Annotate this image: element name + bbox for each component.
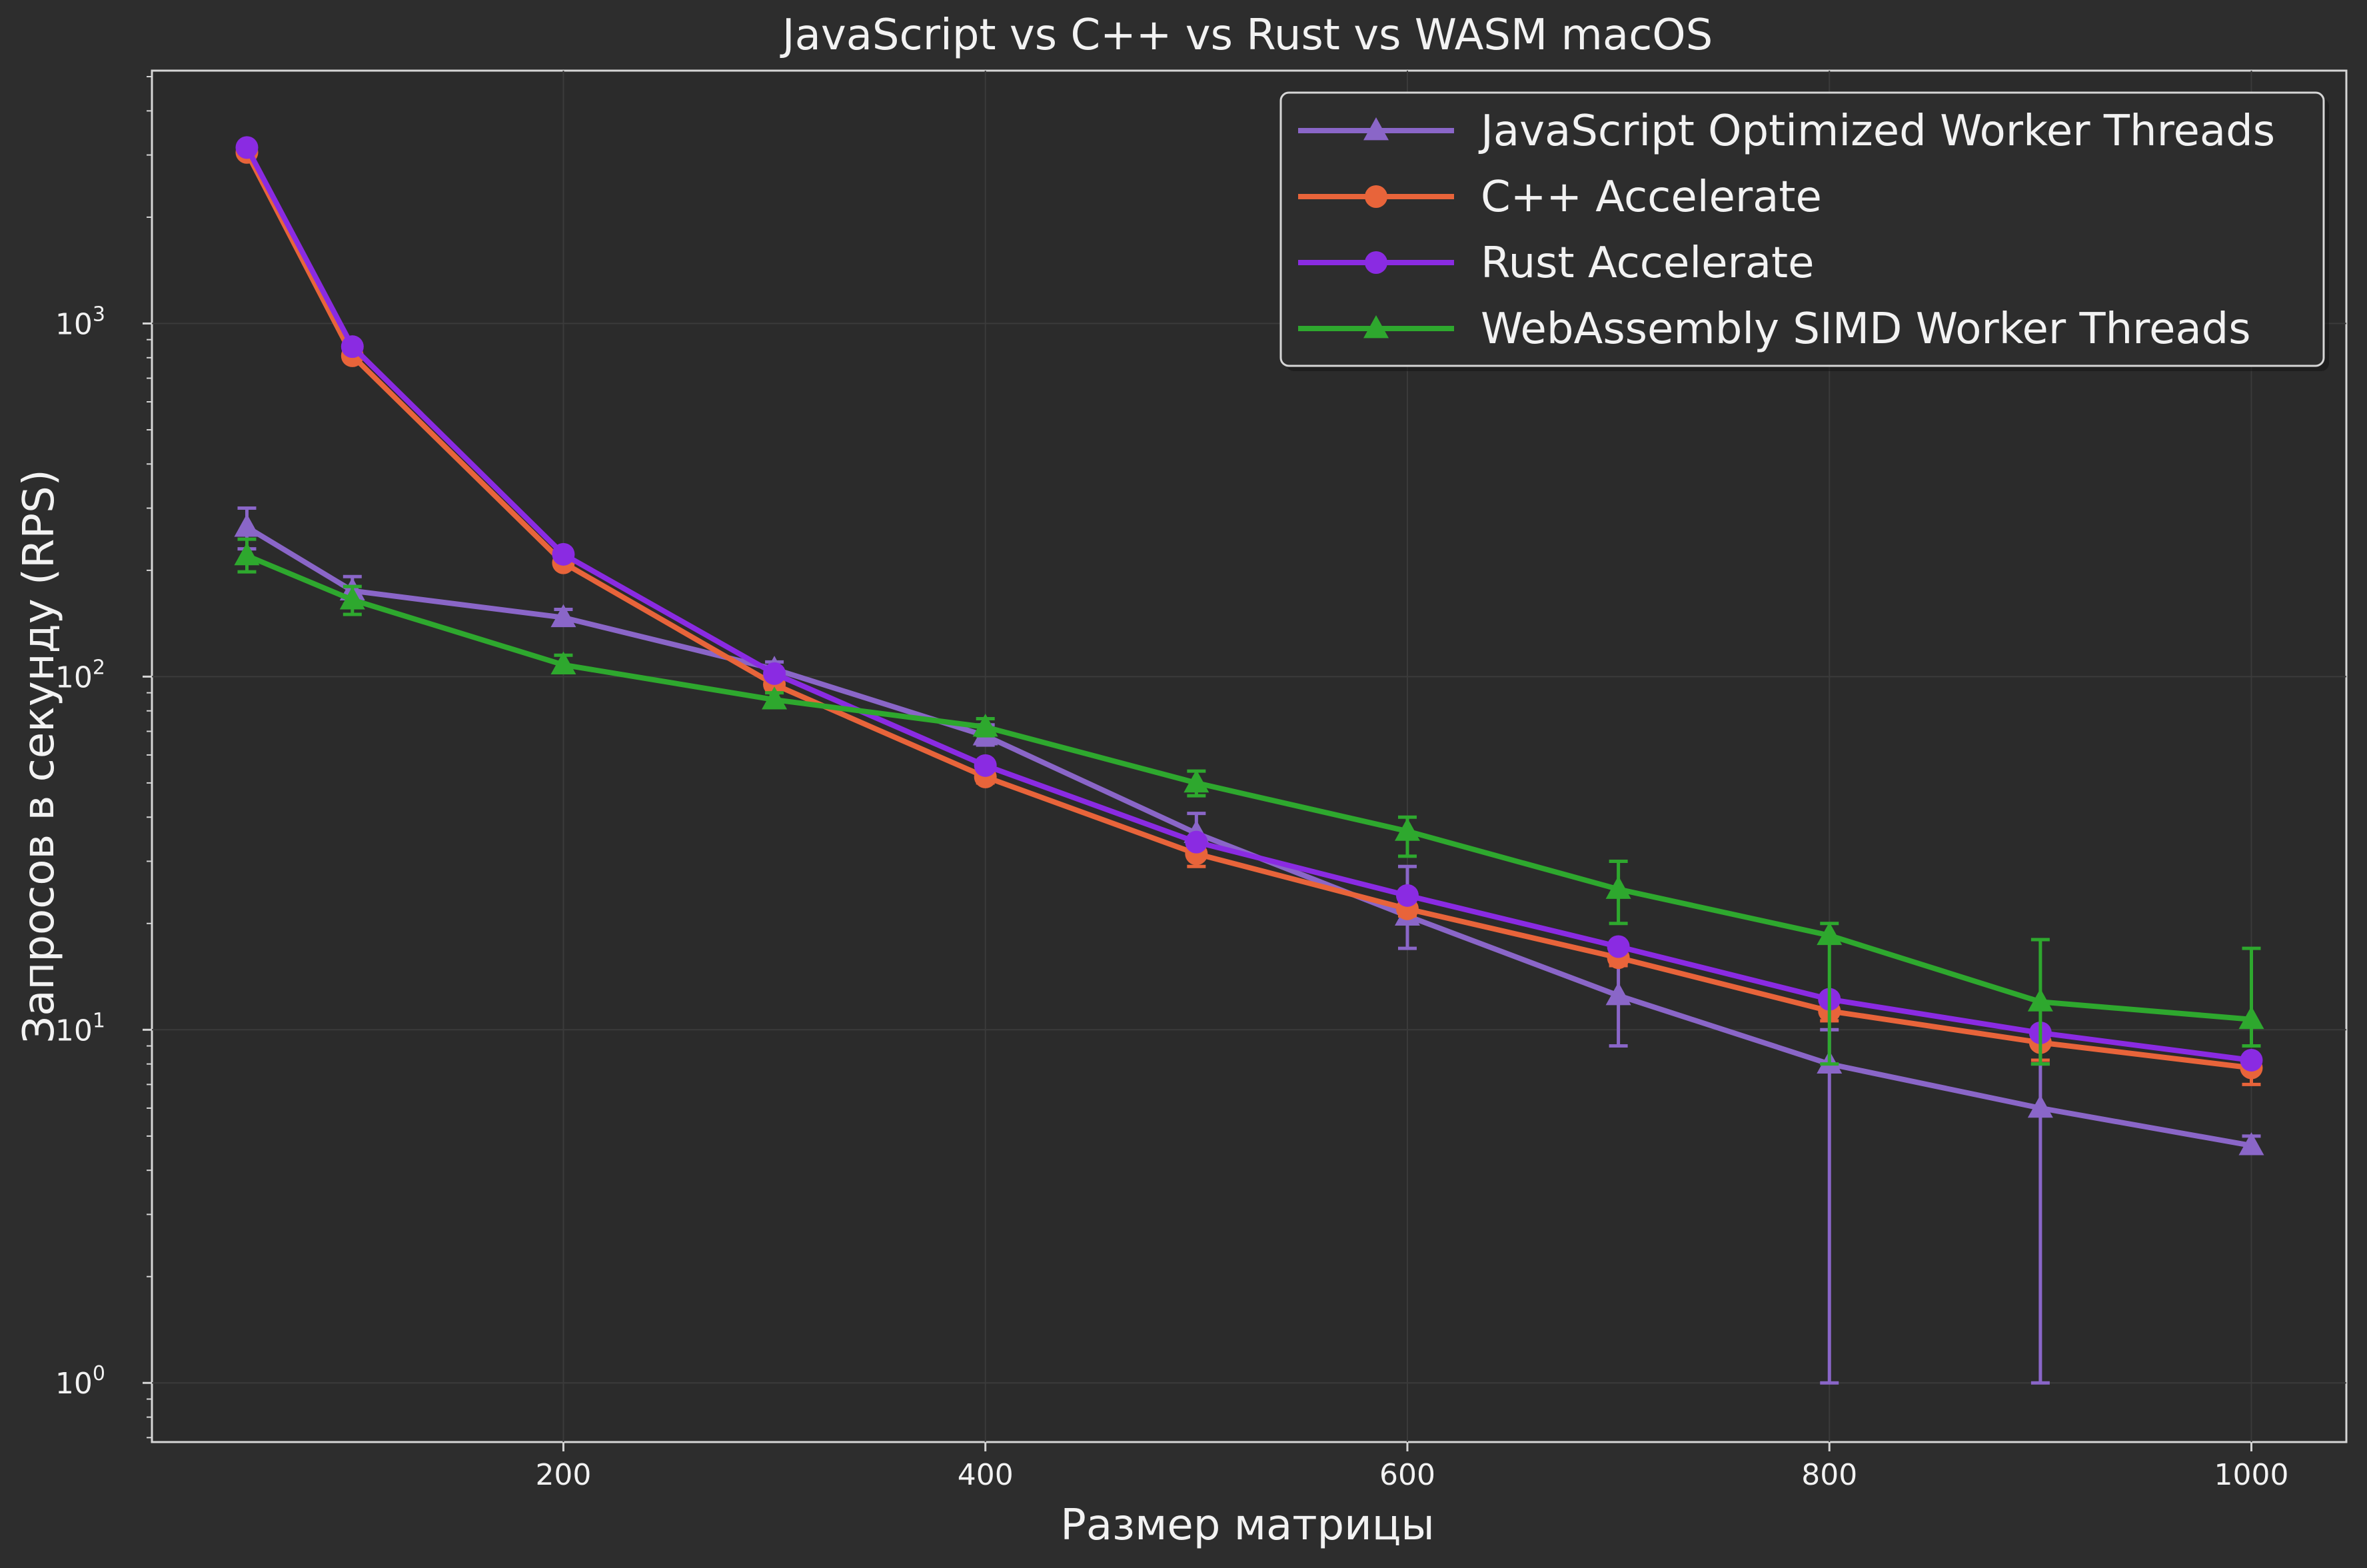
legend-item: WebAssembly SIMD Worker Threads xyxy=(1298,305,2251,354)
x-tick-label: 600 xyxy=(1379,1458,1435,1492)
data-point xyxy=(235,136,259,159)
y-tick-label: 100 xyxy=(55,1362,105,1401)
legend-marker xyxy=(1365,185,1387,208)
data-point xyxy=(762,686,788,710)
legend-item: JavaScript Optimized Worker Threads xyxy=(1298,107,2275,156)
data-point xyxy=(2027,988,2053,1012)
data-point xyxy=(2238,1006,2264,1030)
data-point xyxy=(763,662,786,685)
data-point xyxy=(1395,884,1419,907)
data-point xyxy=(1184,769,1209,793)
x-tick-label: 200 xyxy=(535,1458,591,1492)
data-point xyxy=(1605,982,1631,1006)
y-tick-base: 10 xyxy=(55,307,93,341)
series-2 xyxy=(235,136,2263,1072)
y-tick-exponent: 2 xyxy=(93,656,105,679)
legend-marker xyxy=(1363,315,1389,339)
legend-box xyxy=(1279,91,2325,367)
y-tick-exponent: 1 xyxy=(93,1009,105,1032)
data-point xyxy=(1607,935,1630,958)
legend: JavaScript Optimized Worker Threads C++ A… xyxy=(1279,91,2329,371)
x-tick-label: 1000 xyxy=(2214,1458,2289,1492)
legend-item: C++ Accelerate xyxy=(1298,173,1822,222)
x-axis-ticks: 200 400 600 800 1000 xyxy=(535,1442,2289,1492)
data-point xyxy=(1185,830,1208,854)
data-point xyxy=(1394,818,1420,841)
data-point xyxy=(1817,922,1843,946)
legend-label: C++ Accelerate xyxy=(1481,173,1822,222)
legend-items: JavaScript Optimized Worker Threads C++ A… xyxy=(1298,107,2275,354)
data-point xyxy=(550,651,576,675)
legend-label: Rust Accelerate xyxy=(1481,239,1815,288)
data-point xyxy=(2238,1132,2264,1156)
legend-label: WebAssembly SIMD Worker Threads xyxy=(1481,305,2251,354)
data-point xyxy=(1605,876,1631,899)
y-tick-label: 101 xyxy=(55,1009,105,1048)
series-layer xyxy=(234,136,2264,1385)
y-tick-base: 10 xyxy=(55,660,93,694)
data-point xyxy=(550,604,576,628)
y-tick-base: 10 xyxy=(55,1367,93,1401)
data-point xyxy=(552,542,575,566)
data-point xyxy=(339,586,365,610)
y-tick-base: 10 xyxy=(55,1014,93,1048)
series-3 xyxy=(234,537,2264,1066)
chart-title: JavaScript vs C++ vs Rust vs WASM macOS xyxy=(780,11,1713,60)
x-axis-label: Размер матрицы xyxy=(1060,1501,1435,1550)
x-tick-label: 800 xyxy=(1801,1458,1857,1492)
data-point xyxy=(2027,1094,2053,1118)
y-tick-exponent: 3 xyxy=(93,303,105,326)
legend-label: JavaScript Optimized Worker Threads xyxy=(1478,107,2275,156)
x-tick-label: 400 xyxy=(958,1458,1014,1492)
y-tick-label: 103 xyxy=(55,303,105,341)
y-tick-exponent: 0 xyxy=(93,1362,105,1385)
legend-marker xyxy=(1363,117,1389,141)
legend-marker xyxy=(1365,251,1387,274)
data-point xyxy=(974,754,997,777)
data-point xyxy=(341,335,364,359)
y-axis-label: Запросов в секунду (RPS) xyxy=(15,469,64,1043)
data-point xyxy=(234,542,260,566)
data-point xyxy=(2240,1048,2263,1072)
legend-item: Rust Accelerate xyxy=(1298,239,1815,288)
data-point xyxy=(972,713,998,737)
data-point xyxy=(234,514,260,537)
y-tick-label: 102 xyxy=(55,656,105,694)
